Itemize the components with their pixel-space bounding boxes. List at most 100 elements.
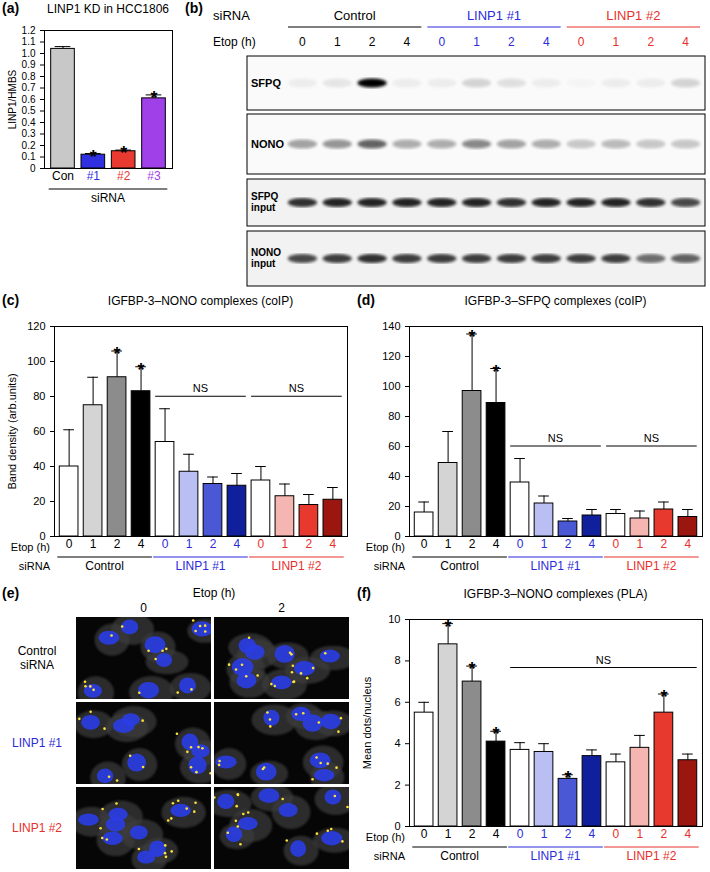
- svg-text:2: 2: [394, 779, 400, 791]
- svg-text:2: 2: [306, 537, 313, 551]
- svg-text:Control: Control: [440, 559, 479, 573]
- svg-text:Band density (arb.units): Band density (arb.units): [6, 373, 18, 489]
- svg-text:1: 1: [445, 537, 452, 551]
- svg-text:NONO: NONO: [251, 138, 284, 150]
- svg-text:*: *: [564, 768, 571, 788]
- svg-text:Mean dots/nucleus: Mean dots/nucleus: [361, 676, 373, 769]
- svg-text:40: 40: [388, 470, 400, 482]
- svg-text:0: 0: [30, 163, 36, 174]
- svg-text:*: *: [660, 687, 667, 707]
- svg-text:6: 6: [394, 696, 400, 708]
- svg-text:4: 4: [138, 537, 145, 551]
- svg-text:1: 1: [541, 827, 548, 841]
- svg-text:0: 0: [438, 35, 445, 49]
- svg-text:LINP1 #1: LINP1 #1: [12, 736, 62, 750]
- svg-text:input: input: [251, 258, 276, 269]
- svg-text:4: 4: [394, 737, 400, 749]
- svg-text:1: 1: [473, 35, 480, 49]
- svg-text:120: 120: [27, 320, 45, 332]
- svg-text:1: 1: [90, 537, 97, 551]
- svg-text:#2: #2: [117, 169, 131, 183]
- svg-text:4: 4: [493, 537, 500, 551]
- svg-text:#3: #3: [147, 169, 161, 183]
- svg-text:siRNA: siRNA: [213, 8, 250, 23]
- svg-text:NS: NS: [548, 432, 563, 444]
- svg-text:Etop (h): Etop (h): [213, 35, 256, 49]
- svg-text:0: 0: [613, 827, 620, 841]
- svg-text:0: 0: [517, 537, 524, 551]
- svg-text:0: 0: [66, 537, 73, 551]
- svg-text:0: 0: [299, 35, 306, 49]
- svg-text:4: 4: [589, 537, 596, 551]
- svg-text:*: *: [114, 344, 121, 364]
- svg-text:Etop (h): Etop (h): [11, 541, 50, 553]
- svg-text:120: 120: [382, 350, 400, 362]
- svg-text:0.2: 0.2: [22, 140, 36, 151]
- svg-text:*: *: [493, 362, 500, 382]
- svg-text:*: *: [120, 143, 127, 163]
- svg-text:2: 2: [647, 35, 654, 49]
- svg-text:100: 100: [382, 380, 400, 392]
- svg-text:siRNA: siRNA: [374, 560, 406, 572]
- svg-text:2: 2: [469, 827, 476, 841]
- svg-text:0: 0: [140, 601, 147, 615]
- svg-text:4: 4: [543, 35, 550, 49]
- svg-text:60: 60: [388, 440, 400, 452]
- svg-text:Etop (h): Etop (h): [366, 831, 405, 843]
- svg-text:1: 1: [637, 827, 644, 841]
- svg-text:0.6: 0.6: [22, 94, 36, 105]
- svg-text:NS: NS: [289, 382, 304, 394]
- svg-text:4: 4: [404, 35, 411, 49]
- svg-text:siRNA: siRNA: [374, 850, 406, 862]
- svg-text:40: 40: [33, 460, 45, 472]
- svg-text:LINP1 #2: LINP1 #2: [626, 849, 676, 863]
- svg-text:1: 1: [334, 35, 341, 49]
- svg-text:LINP1 #1: LINP1 #1: [175, 559, 225, 573]
- svg-text:10: 10: [388, 613, 400, 625]
- svg-text:LINP1 #2: LINP1 #2: [606, 8, 660, 23]
- svg-text:4: 4: [682, 35, 689, 49]
- svg-text:NONO: NONO: [251, 247, 281, 258]
- svg-text:0: 0: [421, 827, 428, 841]
- svg-text:1: 1: [282, 537, 289, 551]
- svg-text:*: *: [469, 327, 476, 347]
- svg-text:4: 4: [589, 827, 596, 841]
- svg-text:80: 80: [33, 390, 45, 402]
- svg-text:Etop (h): Etop (h): [193, 586, 236, 600]
- svg-text:2: 2: [369, 35, 376, 49]
- svg-text:2: 2: [565, 827, 572, 841]
- svg-text:0.4: 0.4: [22, 117, 36, 128]
- svg-text:*: *: [138, 360, 145, 380]
- svg-text:0: 0: [162, 537, 169, 551]
- svg-text:1: 1: [637, 537, 644, 551]
- svg-text:SFPQ: SFPQ: [251, 191, 278, 202]
- svg-text:siRNA: siRNA: [20, 658, 54, 672]
- svg-text:2: 2: [114, 537, 121, 551]
- svg-text:20: 20: [33, 495, 45, 507]
- svg-text:*: *: [493, 724, 500, 744]
- svg-text:4: 4: [234, 537, 241, 551]
- svg-text:1.0: 1.0: [22, 48, 36, 59]
- svg-text:LINP1 #2: LINP1 #2: [271, 559, 321, 573]
- svg-text:20: 20: [388, 500, 400, 512]
- svg-text:0.1: 0.1: [22, 151, 36, 162]
- svg-text:1: 1: [541, 537, 548, 551]
- svg-text:1.2: 1.2: [22, 25, 36, 36]
- svg-text:LINP1 #1: LINP1 #1: [530, 559, 580, 573]
- svg-text:2: 2: [565, 537, 572, 551]
- svg-text:*: *: [469, 659, 476, 679]
- svg-text:0.9: 0.9: [22, 59, 36, 70]
- svg-text:siRNA: siRNA: [91, 191, 125, 205]
- svg-text:0.8: 0.8: [22, 71, 36, 82]
- svg-text:Etop (h): Etop (h): [366, 541, 405, 553]
- svg-text:*: *: [90, 147, 97, 167]
- svg-text:0: 0: [421, 537, 428, 551]
- svg-text:2: 2: [210, 537, 217, 551]
- svg-text:60: 60: [33, 425, 45, 437]
- svg-text:#1: #1: [87, 169, 101, 183]
- svg-text:8: 8: [394, 654, 400, 666]
- svg-text:0: 0: [517, 827, 524, 841]
- svg-text:2: 2: [661, 537, 668, 551]
- svg-text:NS: NS: [644, 432, 659, 444]
- svg-text:Control: Control: [334, 8, 376, 23]
